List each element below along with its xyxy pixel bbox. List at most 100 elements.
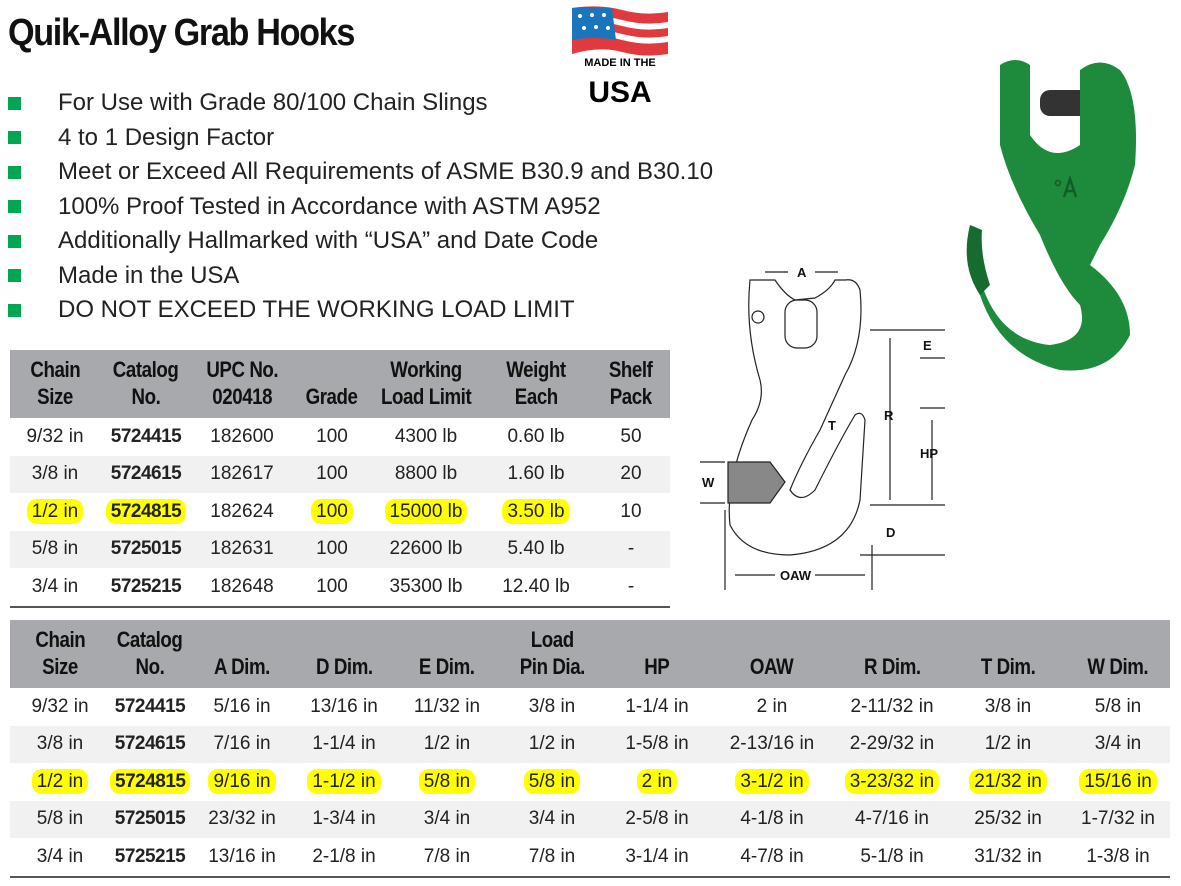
cell-value: 31/32 in xyxy=(974,845,1042,867)
cell-value: 3/4 in xyxy=(31,575,79,597)
label-a: A xyxy=(797,265,807,280)
table-cell: 2 in xyxy=(604,763,710,801)
cell-value: 3/4 in xyxy=(528,808,576,830)
table-cell: 21/32 in xyxy=(950,763,1066,801)
header-line: Pack xyxy=(610,384,652,409)
logo-text-top: MADE IN THE xyxy=(584,57,656,69)
column-header: A Dim. xyxy=(190,620,294,688)
cell-value: 5724415 xyxy=(110,425,182,447)
flag-stars-icon xyxy=(578,13,610,30)
table-cell: 1-5/8 in xyxy=(604,725,710,763)
column-header: UPC No. 020418 xyxy=(192,350,292,418)
table-cell: 1/2 in xyxy=(950,725,1066,763)
table-cell: 4-7/16 in xyxy=(834,800,950,838)
table-row-highlighted: 1/2 in 5724815 182624 100 15000 lb 3.50 lb 10 xyxy=(10,493,670,531)
feature-item: Meet or Exceed All Requirements of ASME … xyxy=(8,155,713,190)
table-cell: 100 xyxy=(292,493,372,531)
table-cell: 100 xyxy=(292,455,372,493)
cell-value: 1/2 in xyxy=(26,498,84,524)
header-line: No. xyxy=(135,654,165,679)
header-line: Load Limit xyxy=(380,384,472,409)
cell-value: 13/16 in xyxy=(208,845,276,867)
cell-value: 5/8 in xyxy=(523,768,581,794)
table-cell: 100 xyxy=(292,568,372,607)
cell-value: 182631 xyxy=(210,538,274,560)
cell-value: 1-1/2 in xyxy=(307,768,381,794)
table-cell: 9/32 in xyxy=(10,418,100,456)
cell-value: 1-1/4 in xyxy=(312,733,376,755)
cell-value: 5/8 in xyxy=(1094,695,1142,717)
cell-value: 35300 lb xyxy=(389,575,463,597)
table-cell: 3/8 in xyxy=(950,688,1066,726)
column-header: T Dim. xyxy=(950,620,1066,688)
column-header: Catalog No. xyxy=(100,350,192,418)
cell-value: 2-5/8 in xyxy=(625,808,689,830)
table-row: 5/8 in 5725015 182631 100 22600 lb 5.40 lb - xyxy=(10,530,670,568)
table-cell: 5724615 xyxy=(110,725,190,763)
cell-value: 5.40 lb xyxy=(507,538,565,560)
cell-value: 8800 lb xyxy=(394,463,458,485)
table-cell: 31/32 in xyxy=(950,838,1066,877)
header-line: Each xyxy=(514,384,558,409)
table-cell: 0.60 lb xyxy=(480,418,592,456)
dimensions-table: Chain Size Catalog No. A Dim. D Dim. E Dim.… xyxy=(10,620,1170,878)
header-line: Load xyxy=(530,627,574,652)
header-line: Grade xyxy=(306,384,358,409)
header-line: OAW xyxy=(750,654,794,679)
cell-value: 5724415 xyxy=(114,695,186,717)
table-cell: 7/8 in xyxy=(394,838,500,877)
made-in-usa-logo: MADE IN THE USA xyxy=(572,6,668,106)
cell-value: 1-5/8 in xyxy=(625,733,689,755)
table-cell: 3.50 lb xyxy=(480,493,592,531)
table-cell: 23/32 in xyxy=(190,800,294,838)
header-line: Shelf xyxy=(609,357,653,382)
cell-value: 5/8 in xyxy=(418,768,476,794)
table-cell: 1-1/4 in xyxy=(294,725,394,763)
bullet-square-icon xyxy=(8,165,21,179)
bullet-square-icon xyxy=(8,200,21,214)
cell-value: 23/32 in xyxy=(208,808,276,830)
table-cell: 5/16 in xyxy=(190,688,294,726)
cell-value: 13/16 in xyxy=(310,695,378,717)
cell-value: 100 xyxy=(316,425,348,447)
table-cell: 1/2 in xyxy=(10,493,100,531)
cell-value: - xyxy=(627,538,635,560)
cell-value: 21/32 in xyxy=(969,768,1047,794)
table-cell: 8800 lb xyxy=(372,455,480,493)
table-cell: 2-13/16 in xyxy=(710,725,834,763)
header-line: HP xyxy=(644,654,670,679)
table-cell: 5.40 lb xyxy=(480,530,592,568)
feature-item: For Use with Grade 80/100 Chain Slings xyxy=(8,86,713,121)
table-cell: 7/8 in xyxy=(500,838,604,877)
table-cell: 5/8 in xyxy=(394,763,500,801)
table-cell: 2-11/32 in xyxy=(834,688,950,726)
cell-value: 2-29/32 in xyxy=(849,733,935,755)
header-line: No. xyxy=(131,384,161,409)
header-line: A Dim. xyxy=(214,654,270,679)
cell-value: 5724615 xyxy=(110,463,182,485)
cell-value: 5/8 in xyxy=(36,808,84,830)
header-line xyxy=(770,626,775,653)
grab-hook-photo xyxy=(966,60,1136,371)
cell-value: 9/32 in xyxy=(26,425,84,447)
bullet-square-icon xyxy=(8,131,21,145)
table-cell: 15/16 in xyxy=(1066,763,1170,801)
cell-value: 3/4 in xyxy=(1094,733,1142,755)
table-cell: 5725215 xyxy=(110,838,190,877)
column-header: Working Load Limit xyxy=(372,350,480,418)
table-cell: 12.40 lb xyxy=(480,568,592,607)
table-cell: 1-3/8 in xyxy=(1066,838,1170,877)
cell-value: 5725015 xyxy=(110,538,182,560)
table-row: 5/8 in 5725015 23/32 in 1-3/4 in 3/4 in 3/4 i… xyxy=(10,800,1170,838)
table-cell: 3-1/4 in xyxy=(604,838,710,877)
header-line: Size xyxy=(42,654,78,679)
table-cell: 22600 lb xyxy=(372,530,480,568)
cell-value: 182617 xyxy=(210,463,274,485)
feature-item: Additionally Hallmarked with “USA” and D… xyxy=(8,224,713,259)
cell-value: 1.60 lb xyxy=(507,463,565,485)
label-t: T xyxy=(828,418,836,433)
cell-value: 5-1/8 in xyxy=(860,845,924,867)
cell-value: 3.50 lb xyxy=(502,498,570,524)
cell-value: 20 xyxy=(620,463,642,485)
cell-value: 3-1/2 in xyxy=(735,768,809,794)
